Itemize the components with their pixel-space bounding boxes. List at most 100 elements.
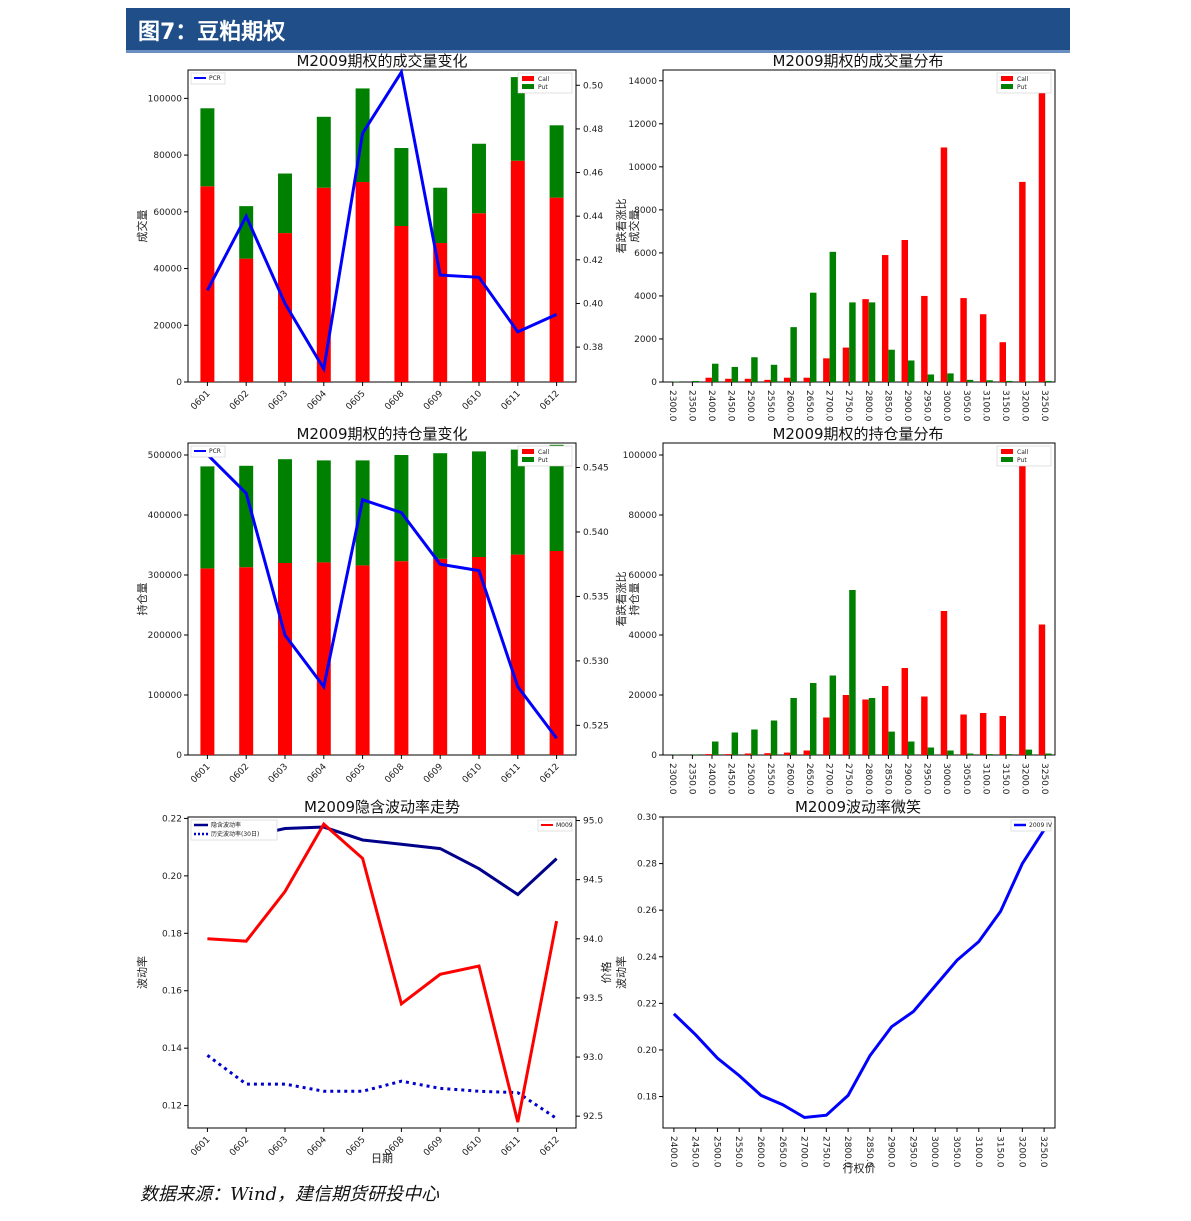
bar-put <box>1006 754 1013 755</box>
y2-tick-label: 95.0 <box>583 817 603 827</box>
bar-call <box>823 717 830 755</box>
bar-call <box>960 298 967 382</box>
axes-frame <box>662 442 1056 756</box>
y-tick-label: 40000 <box>153 265 182 275</box>
legend-label-smile: 2009 IV <box>1029 822 1053 829</box>
x-tick-label: 0611 <box>500 1135 523 1158</box>
bar-put <box>692 754 699 755</box>
x-axis-label: 日期 <box>371 1152 393 1165</box>
panel-title: M2009隐含波动率走势 <box>304 798 460 816</box>
bar-call <box>278 233 292 382</box>
y-tick-label: 0.16 <box>162 987 182 997</box>
x-tick-label: 0601 <box>189 762 212 785</box>
x-tick-label: 0601 <box>189 1135 212 1158</box>
legend-label-hv: 历史波动率(30日) <box>211 830 259 838</box>
y-tick-label: 0.22 <box>637 999 657 1009</box>
y-tick-label: 100000 <box>623 451 658 461</box>
x-tick-label: 3000.0 <box>929 1136 939 1168</box>
y-tick-label: 0.22 <box>162 814 182 824</box>
bar-put <box>868 698 876 755</box>
x-tick-label: 0612 <box>538 389 561 412</box>
x-axis-label: 行权价 <box>843 1162 876 1175</box>
bar-put <box>751 357 758 382</box>
bar-put <box>908 741 915 755</box>
y-axis-label: 成交量 <box>135 210 149 243</box>
bar-put <box>829 675 837 755</box>
bar-put <box>278 173 292 234</box>
legend-label-iv: 隐含波动率 <box>211 821 241 829</box>
bar-call <box>433 243 448 382</box>
bar-call <box>278 563 292 755</box>
bar-call <box>940 147 948 382</box>
x-tick-label: 2350.0 <box>686 390 696 422</box>
x-tick-label: 2600.0 <box>784 763 794 795</box>
bar-call <box>472 557 486 755</box>
bar-call <box>510 160 525 382</box>
bar-call <box>881 686 889 755</box>
legend-underlying: M009 <box>537 819 573 832</box>
x-tick-label: 2350.0 <box>686 763 696 795</box>
x-tick-label: 2650.0 <box>804 390 814 422</box>
legend-swatch-call <box>1001 76 1013 81</box>
x-tick-label: 0605 <box>344 389 367 412</box>
bar-put <box>908 360 915 382</box>
bar-call <box>1019 458 1026 755</box>
x-tick-label: 0608 <box>383 762 406 785</box>
bar-call <box>705 377 712 382</box>
bar-put <box>510 449 525 555</box>
bar-put <box>394 148 409 226</box>
bar-call <box>355 182 370 382</box>
x-tick-label: 3100.0 <box>980 390 990 422</box>
bar-put <box>510 77 525 161</box>
panel-title: M2009期权的持仓量分布 <box>772 425 943 443</box>
x-tick-label: 0612 <box>538 762 561 785</box>
bar-put <box>355 460 370 566</box>
bar-call <box>1038 624 1046 755</box>
bar-call <box>239 567 254 755</box>
legend-swatch-call <box>522 76 534 81</box>
legend-swatch-put <box>1001 457 1013 462</box>
x-tick-label: 2750.0 <box>820 1136 830 1168</box>
x-tick-label: 2800.0 <box>863 763 873 795</box>
bar-put <box>1025 749 1033 755</box>
bar-put <box>549 125 564 198</box>
y2-tick-label: 92.5 <box>583 1112 603 1122</box>
legend-label-put: Put <box>538 84 548 91</box>
panel-iv-smile: M2009波动率微笑 0.18 0.20 0.22 0.24 0.26 0.28 0.30 波动… <box>614 798 1056 1175</box>
bar-put <box>790 327 797 382</box>
x-tick-label: 2300.0 <box>667 763 677 795</box>
bar-call <box>394 561 409 755</box>
bar-put <box>731 366 739 382</box>
legend-label-put: Put <box>1017 457 1027 464</box>
bar-put <box>712 363 719 382</box>
x-tick-label: 2450.0 <box>726 763 736 795</box>
bar-call <box>842 695 850 755</box>
y-tick-label: 200000 <box>148 631 183 641</box>
legend-swatch-put <box>522 84 534 89</box>
y-tick-label: 0.12 <box>162 1102 182 1112</box>
bar-call <box>764 379 771 382</box>
legend-box <box>190 72 226 85</box>
y-axis-label: 看跌看涨比 <box>614 572 628 627</box>
legend-box <box>1010 819 1052 832</box>
x-tick-label: 3000.0 <box>941 763 951 795</box>
y-tick-label: 0 <box>651 378 657 388</box>
axes-frame <box>662 816 1056 1129</box>
bar-call <box>979 314 987 382</box>
y2-tick-label: 0.525 <box>583 721 609 731</box>
x-tick-label: 2500.0 <box>745 763 755 795</box>
axes-frame <box>187 816 577 1129</box>
legend-label-put: Put <box>538 457 548 464</box>
bar-put <box>849 590 856 755</box>
x-tick-label: 0610 <box>461 389 484 412</box>
panel-iv-trend: M2009隐含波动率走势 0.12 0.14 0.16 0.18 0.20 0.22 波动率 0… <box>135 798 613 1165</box>
bar-call <box>764 753 771 755</box>
bar-call <box>1038 82 1046 383</box>
legend-box <box>190 445 226 458</box>
x-tick-label: 0603 <box>267 389 290 412</box>
x-tick-label: 2900.0 <box>886 1136 896 1168</box>
y-axis-label: 持仓量 <box>135 583 149 616</box>
